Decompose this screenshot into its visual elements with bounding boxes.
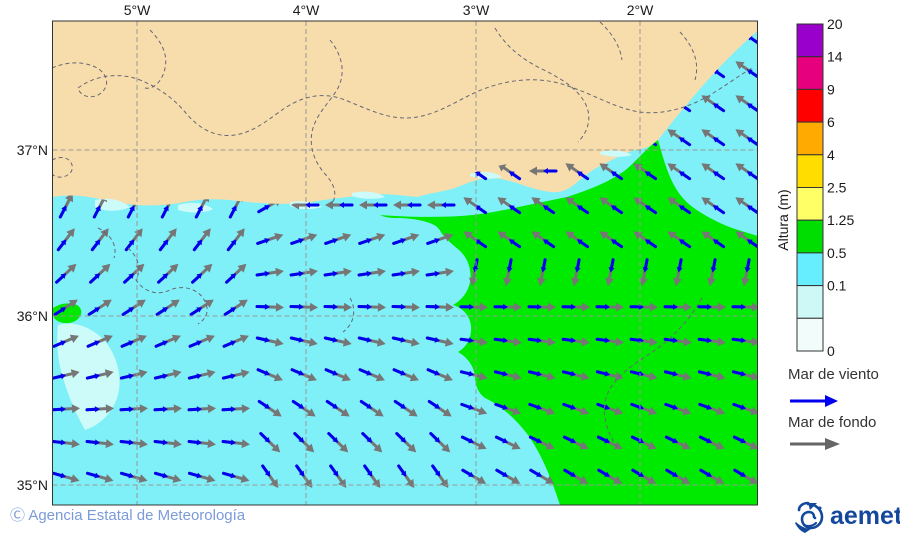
svg-text:3°W: 3°W (463, 2, 490, 18)
svg-text:0.5: 0.5 (827, 245, 847, 261)
svg-text:20: 20 (827, 16, 843, 32)
svg-text:6: 6 (827, 114, 835, 130)
svg-text:0.1: 0.1 (827, 278, 847, 294)
svg-text:5°W: 5°W (124, 2, 151, 18)
svg-text:37°N: 37°N (17, 142, 48, 158)
svg-text:2.5: 2.5 (827, 180, 847, 196)
svg-text:Altura (m): Altura (m) (775, 189, 791, 250)
svg-text:Mar de viento: Mar de viento (788, 366, 879, 383)
svg-text:2°W: 2°W (627, 2, 654, 18)
svg-text:aemet: aemet (830, 502, 900, 530)
svg-text:Ⓒ Agencia Estatal de Meteorolo: Ⓒ Agencia Estatal de Meteorología (10, 507, 246, 524)
svg-text:0: 0 (827, 343, 835, 359)
svg-text:4°W: 4°W (293, 2, 320, 18)
svg-text:4: 4 (827, 147, 835, 163)
svg-text:14: 14 (827, 49, 843, 65)
svg-text:9: 9 (827, 81, 835, 97)
svg-text:35°N: 35°N (17, 477, 48, 493)
svg-text:1.25: 1.25 (827, 212, 854, 228)
svg-text:36°N: 36°N (17, 308, 48, 324)
svg-text:Mar de fondo: Mar de fondo (788, 414, 876, 431)
